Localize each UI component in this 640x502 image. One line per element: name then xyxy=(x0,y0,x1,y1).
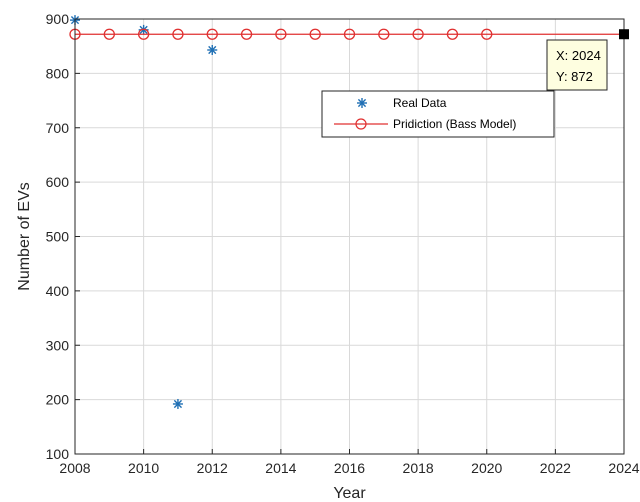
x-tick-label: 2012 xyxy=(197,460,228,476)
prediction-point xyxy=(240,28,253,40)
real-data-point xyxy=(207,44,218,55)
x-tick-label: 2010 xyxy=(128,460,159,476)
real-data-point xyxy=(172,398,183,409)
legend-asterisk xyxy=(357,98,367,108)
y-tick-label: 600 xyxy=(46,174,70,190)
x-tick-label: 2014 xyxy=(265,460,296,476)
x-tick-label: 2018 xyxy=(403,460,434,476)
prediction-point xyxy=(343,28,356,40)
legend-marker-real-data xyxy=(357,98,367,108)
prediction-point xyxy=(275,28,287,40)
x-tick-label: 2016 xyxy=(334,460,365,476)
prediction-point xyxy=(446,28,459,40)
x-axis-label: Year xyxy=(333,485,366,502)
y-tick-label: 200 xyxy=(46,392,70,408)
prediction-point xyxy=(309,28,321,40)
datatip[interactable]: X: 2024 Y: 872 xyxy=(546,29,629,91)
x-tick-label: 2022 xyxy=(540,460,571,476)
datatip-marker xyxy=(619,29,629,40)
x-tick-label: 2020 xyxy=(471,460,502,476)
y-tick-label: 100 xyxy=(46,446,70,462)
y-tick-label: 300 xyxy=(46,337,70,353)
prediction-point xyxy=(137,28,150,40)
datatip-x-label: X: 2024 xyxy=(556,48,601,63)
prediction-point xyxy=(172,28,184,40)
y-tick-label: 400 xyxy=(46,283,70,299)
y-tick-labels: 100 200 300 400 500 600 700 800 900 xyxy=(46,11,80,462)
datatip-y-label: Y: 872 xyxy=(556,69,593,84)
legend-entry-prediction: Pridiction (Bass Model) xyxy=(393,117,516,131)
prediction-point xyxy=(103,28,115,40)
x-tick-label: 2024 xyxy=(608,460,639,476)
y-tick-label: 900 xyxy=(46,11,70,27)
y-tick-label: 800 xyxy=(46,65,70,81)
prediction-point xyxy=(378,28,390,40)
legend-entry-real-data: Real Data xyxy=(393,96,447,110)
x-tick-labels: 2008 2010 2012 2014 2016 2018 2020 2022 2024 xyxy=(59,449,640,476)
y-tick-label: 700 xyxy=(46,120,70,136)
prediction-point xyxy=(481,28,493,40)
y-axis-label: Number of EVs xyxy=(16,182,33,290)
y-tick-label: 500 xyxy=(46,229,70,245)
prediction-point xyxy=(412,28,424,40)
x-tick-label: 2008 xyxy=(59,460,90,476)
legend-marker-prediction xyxy=(355,118,367,130)
legend[interactable]: Real Data Pridiction (Bass Model) xyxy=(321,90,555,138)
datatip-box xyxy=(546,39,608,91)
prediction-point xyxy=(206,28,218,40)
